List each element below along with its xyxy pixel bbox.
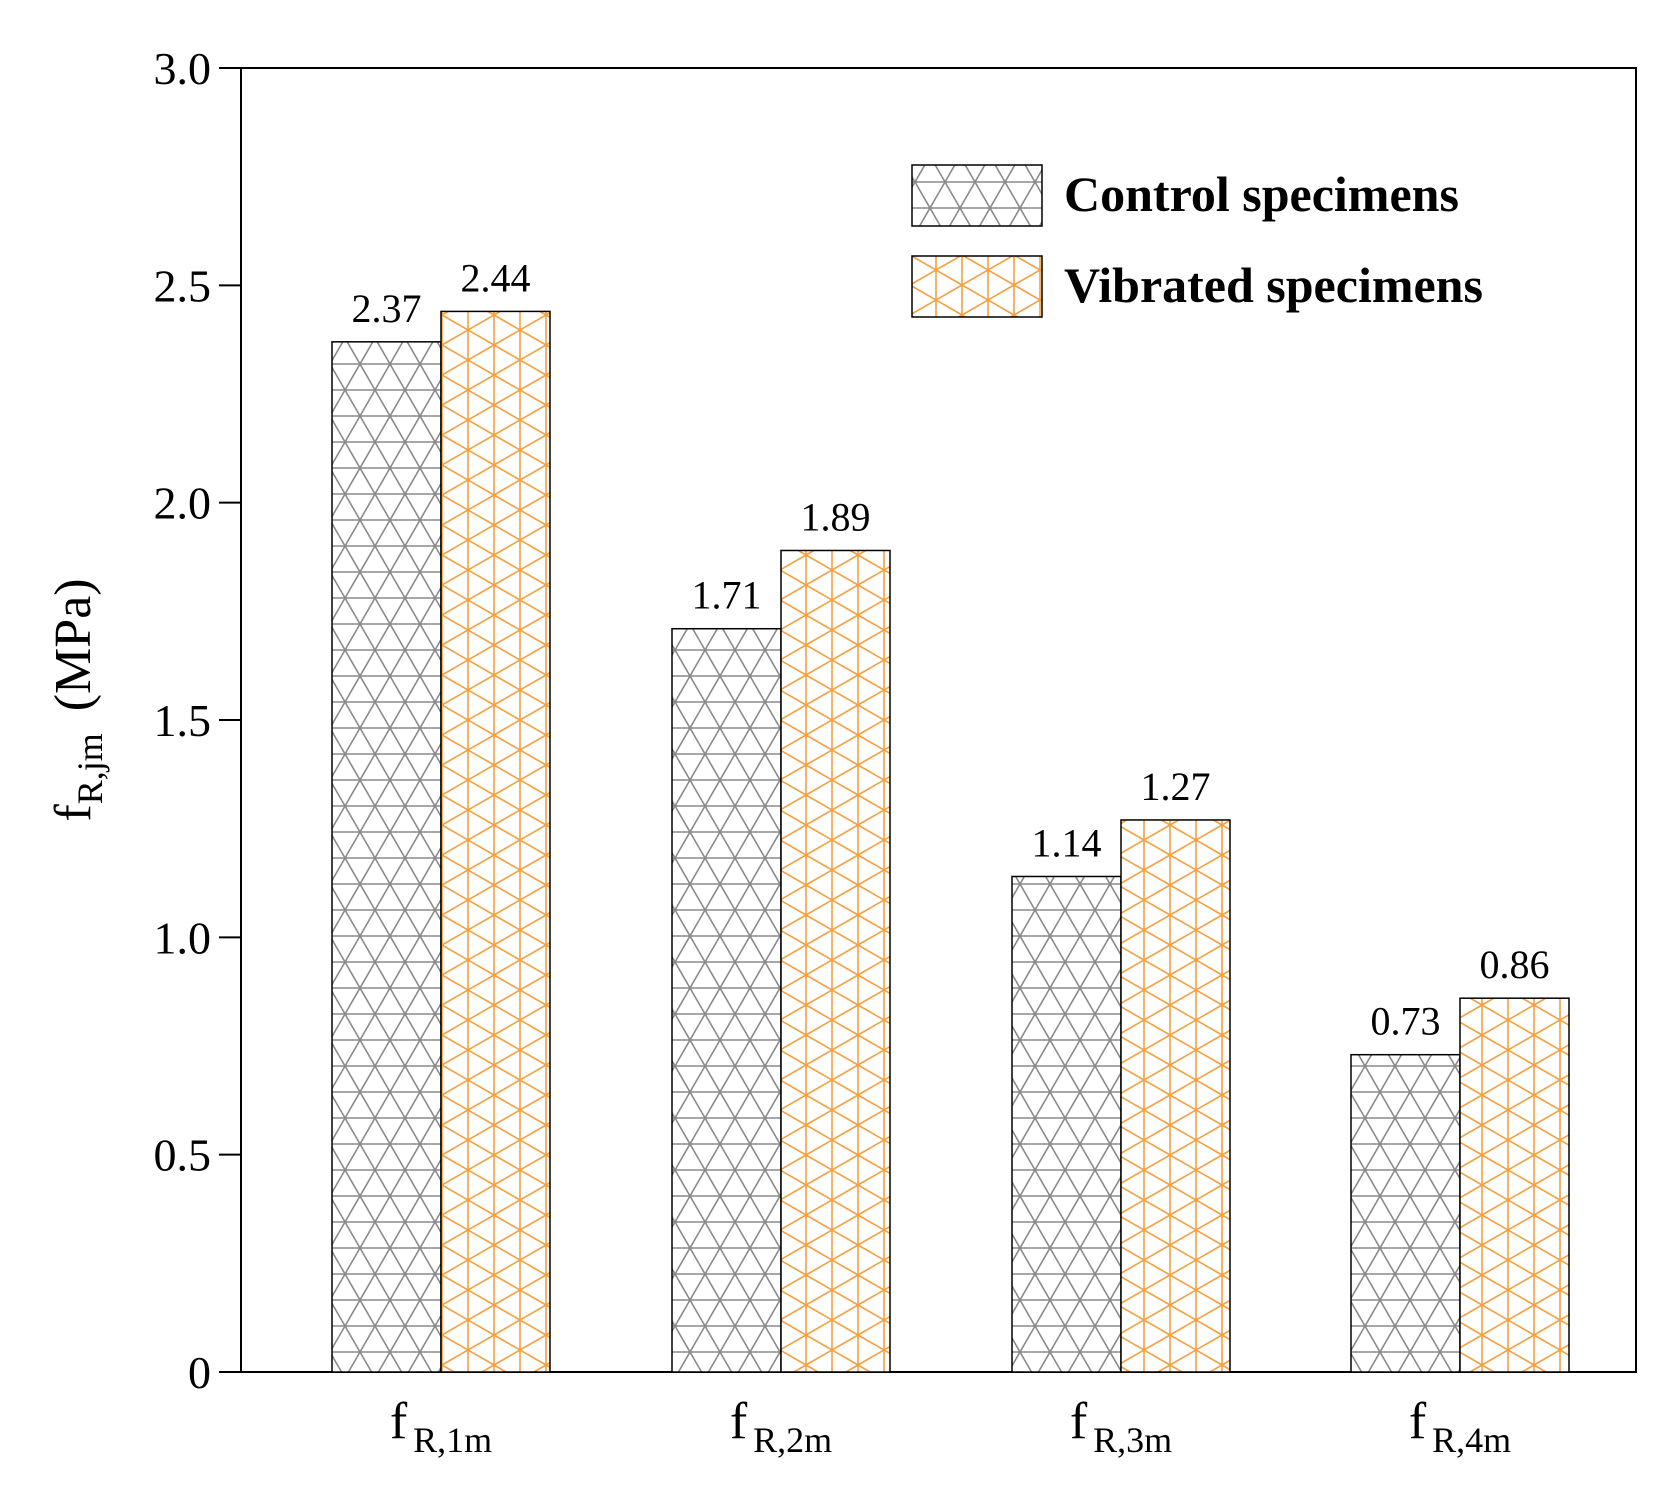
data-label-vibrated-3: 1.27 [1141,764,1211,809]
y-axis-title: fR,jm (MPa) [45,578,110,821]
legend-label-vibrated: Vibrated specimens [1064,257,1483,313]
data-label-control-1: 2.37 [352,286,422,331]
y-tick-label: 2.0 [154,478,212,529]
data-label-vibrated-2: 1.89 [801,494,871,539]
bar-control-3 [1011,875,1122,1373]
bar-control-4 [1350,1053,1461,1373]
y-tick-label: 1.5 [154,695,212,746]
data-label-control-3: 1.14 [1032,820,1102,865]
y-tick-label: 3.0 [154,43,212,94]
y-axis-title-unit: (MPa) [45,578,102,711]
data-label-vibrated-1: 2.44 [461,255,531,300]
y-axis-title-main: f [45,804,102,822]
y-axis-title-subscript: R,jm [70,733,110,804]
x-category-label-2: f R,2m [730,1393,832,1460]
bar-vibrated-4 [1459,997,1570,1373]
data-label-vibrated-4: 0.86 [1480,942,1550,987]
legend-label-control: Control specimens [1064,166,1459,222]
y-tick-label: 0.5 [154,1130,212,1181]
y-tick-label: 0 [188,1347,211,1398]
legend: Control specimens Vibrated specimens [911,164,1483,318]
x-category-label-3: f R,3m [1070,1393,1172,1460]
bar-control-2 [671,627,782,1373]
bar-control-1 [331,341,442,1373]
data-label-control-4: 0.73 [1371,999,1441,1044]
legend-swatch-control [911,164,1043,227]
y-tick-label: 1.0 [154,912,212,963]
x-category-label-4: f R,4m [1409,1393,1511,1460]
bar-vibrated-3 [1120,819,1231,1373]
bar-vibrated-2 [780,549,891,1373]
x-category-label-1: f R,1m [390,1393,492,1460]
data-label-control-2: 1.71 [692,573,762,618]
y-tick-label: 2.5 [154,260,212,311]
bar-vibrated-1 [440,310,551,1373]
legend-swatch-vibrated [911,255,1043,318]
